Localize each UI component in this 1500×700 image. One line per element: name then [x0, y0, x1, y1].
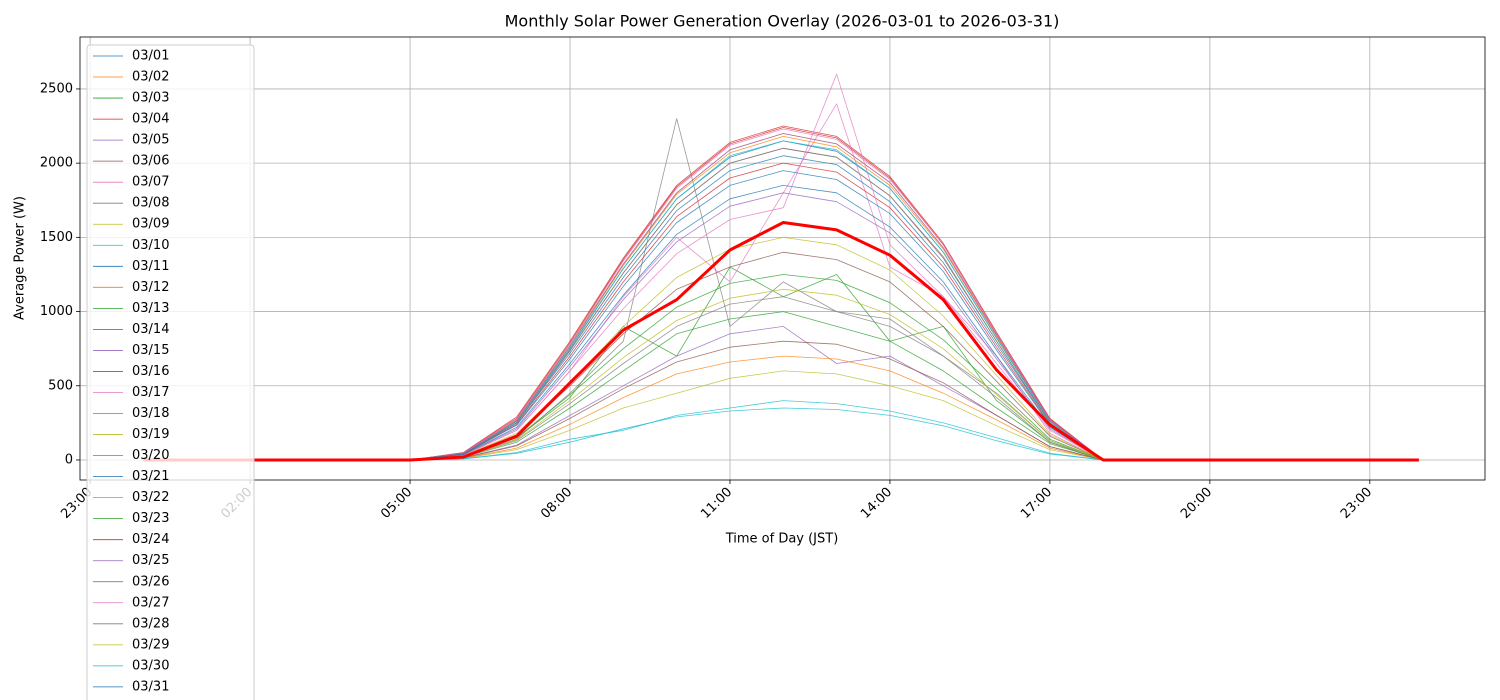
legend-label: 03/27: [132, 595, 169, 610]
legend-label: 03/25: [132, 553, 169, 568]
plot-frame: [79, 36, 1486, 481]
series-line: [143, 136, 1419, 461]
series-line: [143, 128, 1419, 461]
series-line: [143, 140, 1419, 461]
series-line: [143, 311, 1419, 461]
legend-label: 03/11: [132, 259, 169, 274]
series-line: [143, 147, 1419, 461]
x-tick-label: 23:00: [1338, 485, 1375, 522]
series-line: [143, 133, 1419, 461]
x-tick-label: 11:00: [698, 485, 735, 522]
x-tick-label: 14:00: [858, 485, 895, 522]
legend-label: 03/04: [132, 112, 169, 127]
legend-box: [86, 44, 255, 700]
series-line: [143, 140, 1419, 461]
legend-label: 03/24: [132, 532, 169, 547]
series-line: [143, 370, 1419, 461]
legend-label: 03/26: [132, 574, 169, 589]
series-line: [143, 147, 1419, 461]
legend-label: 03/15: [132, 343, 169, 358]
y-tick-label: 0: [65, 452, 73, 467]
legend-label: 03/05: [132, 133, 169, 148]
legend-label: 03/20: [132, 448, 169, 463]
series-line: [143, 237, 1419, 461]
average-line: [143, 221, 1419, 462]
y-tick-label: 2000: [40, 156, 73, 171]
x-tick-label: 08:00: [538, 485, 575, 522]
series-line: [143, 274, 1419, 461]
series-line: [143, 266, 1419, 461]
legend-label: 03/06: [132, 154, 169, 169]
legend-label: 03/03: [132, 91, 169, 106]
legend-label: 03/07: [132, 175, 169, 190]
legend-label: 03/30: [132, 658, 169, 673]
legend-label: 03/16: [132, 364, 169, 379]
series-line: [143, 185, 1419, 461]
legend-label: 03/21: [132, 469, 169, 484]
legend-label: 03/31: [132, 679, 169, 694]
legend-label: 03/01: [132, 49, 169, 64]
y-tick-label: 1000: [40, 304, 73, 319]
legend-label: 03/10: [132, 238, 169, 253]
x-tick-label: 05:00: [378, 485, 415, 522]
y-axis-label: Average Power (W): [13, 196, 28, 320]
legend-label: 03/12: [132, 280, 169, 295]
legend-label: 03/22: [132, 490, 169, 505]
series-line: [143, 296, 1419, 461]
series-line: [143, 326, 1419, 461]
series-line: [143, 340, 1419, 461]
x-tick-label: 20:00: [1178, 485, 1215, 522]
series-line: [143, 355, 1419, 461]
x-tick-label: 17:00: [1018, 485, 1055, 522]
series-line: [143, 192, 1419, 461]
series-line: [143, 103, 1419, 461]
legend-label: 03/17: [132, 385, 169, 400]
series-line: [143, 125, 1419, 461]
legend-label: 03/02: [132, 70, 169, 85]
y-tick-label: 500: [48, 378, 73, 393]
legend-label: 03/29: [132, 637, 169, 652]
legend-label: 03/23: [132, 511, 169, 526]
legend-label: 03/19: [132, 427, 169, 442]
legend-label: 03/14: [132, 322, 169, 337]
series-line: [143, 73, 1419, 461]
series-line: [143, 288, 1419, 461]
series-line: [143, 400, 1419, 461]
legend-label: 03/08: [132, 196, 169, 211]
legend-label: 03/28: [132, 616, 169, 631]
y-tick-label: 2500: [40, 81, 73, 96]
series-line: [143, 170, 1419, 461]
legend: 03/01 03/02 03/03 03/04 03/05 03/06 03/07 03/08…: [86, 44, 255, 700]
y-tick-label: 1500: [40, 230, 73, 245]
legend-label: 03/13: [132, 301, 169, 316]
chart-title: Monthly Solar Power Generation Overlay (…: [505, 12, 1060, 31]
series-line: [143, 155, 1419, 461]
legend-label: 03/09: [132, 217, 169, 232]
legend-label: 03/18: [132, 406, 169, 421]
x-axis-label: Time of Day (JST): [725, 532, 839, 547]
series-line: [143, 407, 1419, 461]
series-line: [143, 127, 1419, 461]
series-line: [143, 162, 1419, 461]
